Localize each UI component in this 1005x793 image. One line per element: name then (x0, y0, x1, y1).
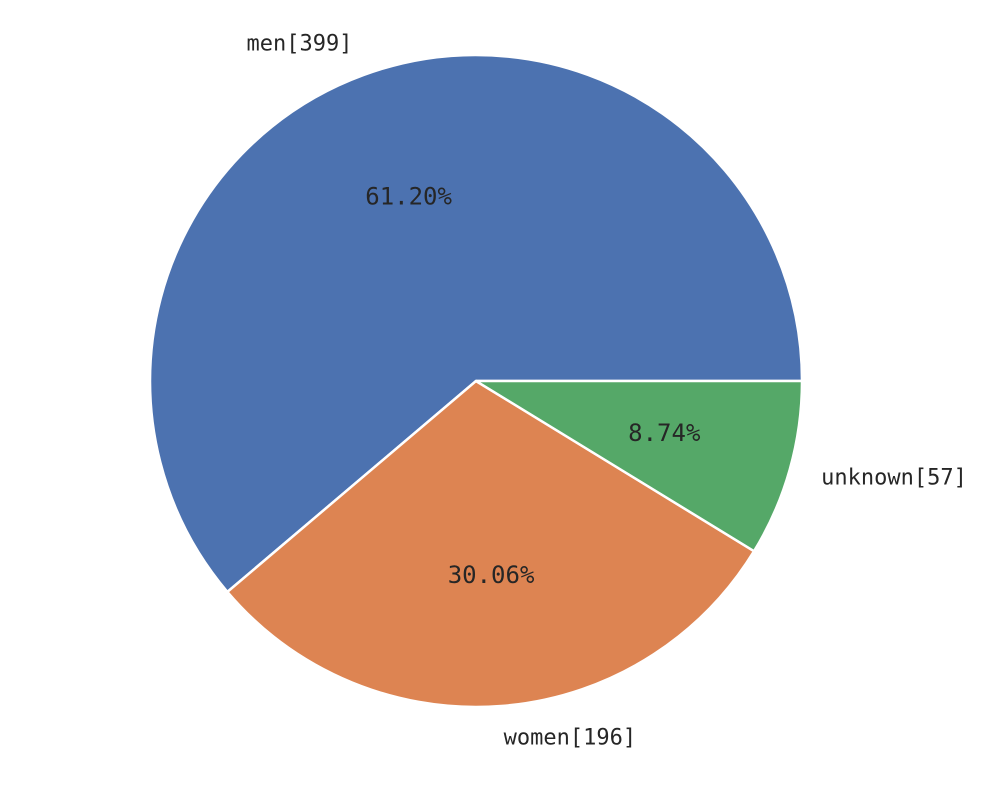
slice-percent-1: 30.06% (448, 561, 535, 589)
slice-label-1: women[196] (504, 726, 636, 751)
pie-slice-1 (226, 379, 756, 709)
slice-percent-0: 61.20% (365, 182, 452, 210)
slice-percent-2: 8.74% (628, 419, 701, 447)
pie-slice-0 (148, 53, 804, 594)
slice-labels: men[399] 61.20% women[196] 30.06% unknown[57… (246, 31, 966, 750)
slice-label-0: men[399] (246, 31, 352, 56)
slice-label-2: unknown[57] (821, 465, 967, 490)
pie-slices (148, 53, 804, 709)
pie-slice-2 (474, 379, 804, 553)
